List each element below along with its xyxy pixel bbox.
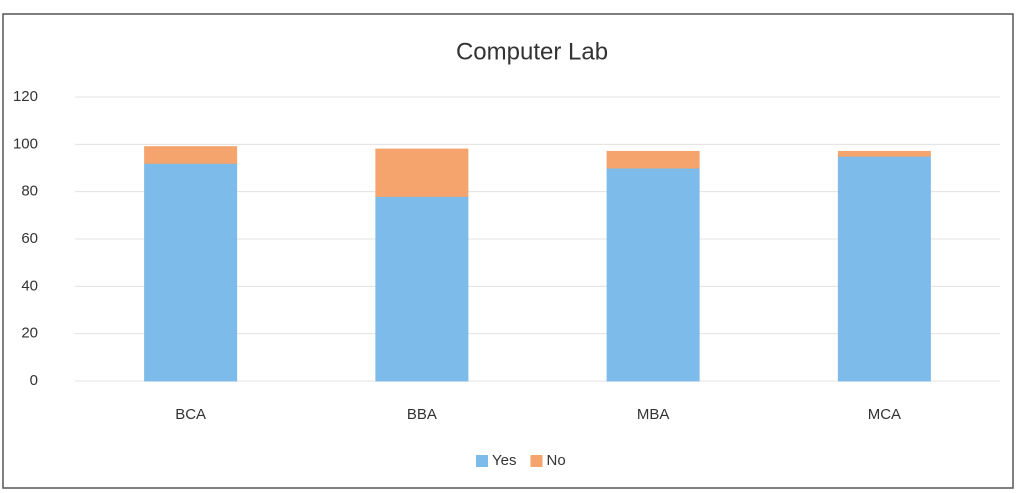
legend-swatch: [530, 455, 543, 467]
legend-label: Yes: [492, 452, 516, 469]
x-tick-label: BCA: [175, 406, 206, 423]
bar-segment: [375, 195, 469, 382]
bar-segment: [144, 162, 238, 382]
bar-segment: [144, 146, 238, 164]
chart-title: Computer Lab: [456, 38, 608, 65]
bar-segment: [606, 167, 700, 382]
bar-segment: [837, 150, 931, 157]
x-tick-label: MCA: [868, 406, 901, 423]
legend-swatch: [476, 455, 488, 467]
y-tick-label: 20: [21, 325, 38, 342]
bar-segment: [837, 155, 931, 382]
y-tick-label: 40: [21, 277, 38, 294]
bar-segment: [606, 150, 700, 169]
y-tick-label: 100: [13, 135, 38, 152]
bar-segment: [375, 148, 469, 197]
y-tick-label: 0: [30, 372, 38, 389]
x-tick-label: MBA: [637, 406, 670, 423]
y-tick-label: 60: [21, 230, 38, 247]
y-tick-label: 80: [21, 183, 38, 200]
legend-label: No: [546, 452, 565, 469]
x-tick-label: BBA: [407, 406, 437, 423]
y-tick-label: 120: [13, 88, 38, 105]
